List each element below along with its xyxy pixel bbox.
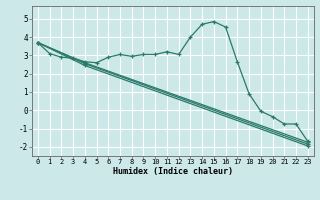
X-axis label: Humidex (Indice chaleur): Humidex (Indice chaleur) (113, 167, 233, 176)
